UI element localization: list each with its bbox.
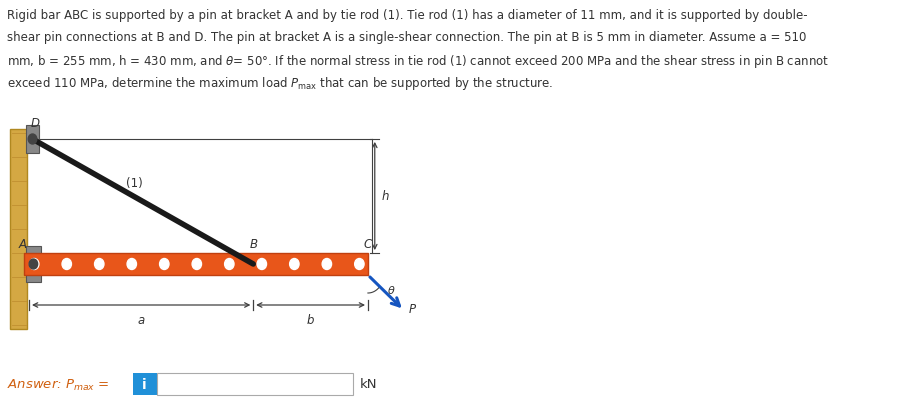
Text: B: B <box>250 237 258 250</box>
Text: D: D <box>31 117 40 130</box>
Text: kN: kN <box>360 377 378 391</box>
Circle shape <box>95 259 104 270</box>
Text: b: b <box>307 313 314 326</box>
Circle shape <box>28 135 37 145</box>
Text: Rigid bar ABC is supported by a pin at bracket A and by tie rod (1). Tie rod (1): Rigid bar ABC is supported by a pin at b… <box>7 9 807 22</box>
Circle shape <box>159 259 169 270</box>
Circle shape <box>127 259 136 270</box>
Bar <box>157 373 353 395</box>
Circle shape <box>224 259 234 270</box>
Circle shape <box>257 259 267 270</box>
Circle shape <box>289 259 299 270</box>
Text: $\theta$: $\theta$ <box>387 283 396 295</box>
Text: a: a <box>138 313 145 326</box>
Bar <box>132 373 157 395</box>
Bar <box>10 130 27 329</box>
Bar <box>25 247 41 282</box>
Circle shape <box>323 259 332 270</box>
Circle shape <box>62 259 71 270</box>
Text: Answer: $P_{\mathregular{max}}$ =: Answer: $P_{\mathregular{max}}$ = <box>7 377 110 392</box>
Text: shear pin connections at B and D. The pin at bracket A is a single-shear connect: shear pin connections at B and D. The pi… <box>7 31 806 44</box>
Circle shape <box>192 259 202 270</box>
Text: exceed 110 MPa, determine the maximum load $P_{\mathregular{max}}$ that can be s: exceed 110 MPa, determine the maximum lo… <box>7 75 553 92</box>
Text: mm, b = 255 mm, h = 430 mm, and $\theta$= 50°. If the normal stress in tie rod (: mm, b = 255 mm, h = 430 mm, and $\theta$… <box>7 53 829 70</box>
Text: i: i <box>142 377 147 391</box>
Text: h: h <box>382 190 389 203</box>
Circle shape <box>30 259 39 270</box>
Text: A: A <box>18 237 26 250</box>
Bar <box>25 126 40 154</box>
Circle shape <box>29 259 38 269</box>
Text: P: P <box>408 303 415 316</box>
Text: (1): (1) <box>126 177 142 190</box>
Bar <box>24 254 368 275</box>
Text: C: C <box>364 237 372 250</box>
Circle shape <box>355 259 364 270</box>
